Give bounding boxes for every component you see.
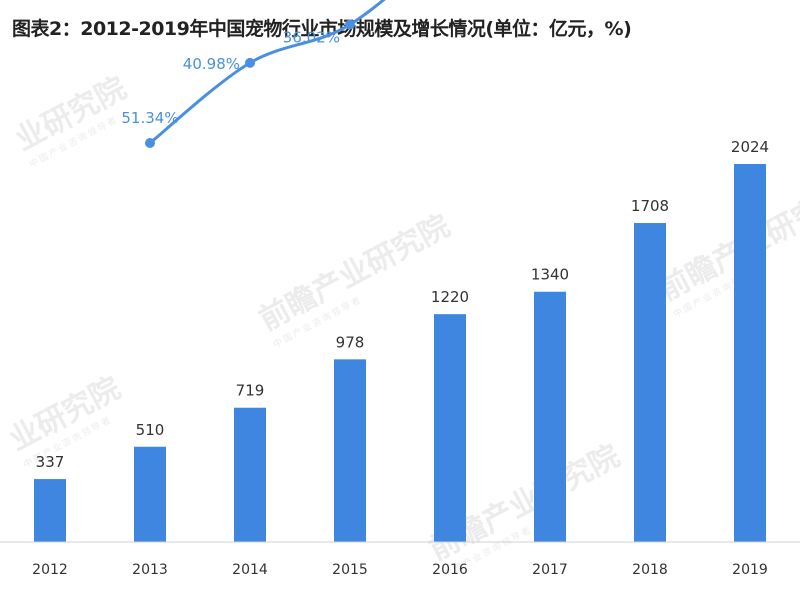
x-tick-label: 2015: [332, 562, 368, 578]
x-tick-label: 2012: [32, 562, 68, 578]
growth-point: [245, 57, 255, 68]
bar-2018: [634, 223, 666, 542]
bars-layer: [34, 164, 766, 542]
growth-line-layer: [145, 0, 386, 148]
x-tick-label: 2013: [132, 562, 168, 578]
growth-label: 36.02%: [283, 29, 340, 47]
x-tick-label: 2014: [232, 562, 268, 578]
x-axis: 2012 2013 2014 2015 2016 2017 2018 2019: [0, 541, 800, 578]
labels-layer: 337 510 719 978 1220 1340 1708 2024 51.34% 40.98%…: [36, 29, 769, 472]
bar-2016: [434, 314, 466, 542]
growth-point: [145, 138, 155, 148]
bar-2015: [334, 359, 366, 542]
x-tick-label: 2016: [432, 562, 468, 578]
bar-2019: [734, 164, 766, 542]
bar-value-label: 2024: [731, 138, 769, 156]
bar-value-label: 978: [336, 333, 365, 351]
growth-rate-line: [149, 0, 386, 145]
bar-2014: [234, 407, 266, 542]
x-tick-label: 2019: [732, 562, 768, 578]
bar-2017: [534, 291, 566, 542]
x-tick-label: 2018: [632, 562, 668, 578]
growth-point: [345, 19, 355, 30]
bar-value-label: 1220: [431, 288, 469, 306]
bar-2012: [34, 479, 66, 542]
bar-2013: [134, 446, 166, 542]
growth-label: 40.98%: [183, 55, 240, 73]
chart-title: 图表2：2012-2019年中国宠物行业市场规模及增长情况(单位：亿元，%): [12, 18, 632, 40]
bar-value-label: 1708: [631, 197, 669, 215]
bar-value-label: 1340: [531, 266, 569, 284]
bar-value-label: 510: [136, 421, 165, 439]
x-tick-label: 2017: [532, 562, 568, 578]
bar-value-label: 337: [36, 453, 65, 471]
growth-label: 51.34%: [121, 109, 178, 127]
bar-value-label: 719: [236, 382, 265, 400]
